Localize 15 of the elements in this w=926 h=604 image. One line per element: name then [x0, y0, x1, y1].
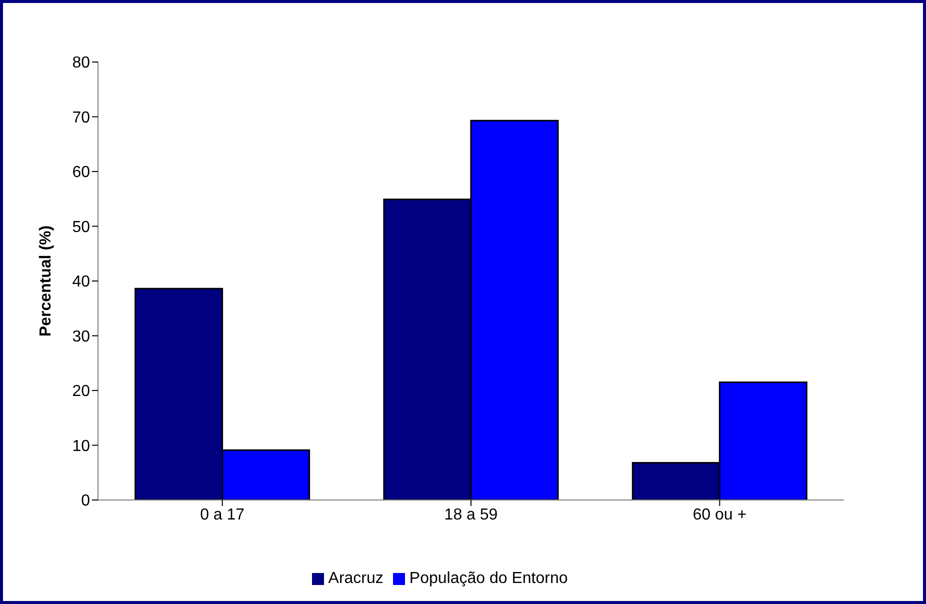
y-tick-label: 70 [72, 109, 90, 126]
x-tick-label: 60 ou + [692, 506, 747, 524]
x-tick-label: 0 a 17 [200, 506, 245, 524]
y-tick-label: 30 [72, 328, 90, 346]
y-tick-label: 20 [72, 383, 90, 400]
y-axis-title: Percentual (%) [38, 225, 55, 337]
y-tick-label: 40 [72, 274, 90, 291]
x-tick-label: 18 a 59 [444, 506, 498, 524]
y-tick-label: 60 [72, 164, 90, 182]
legend-label: População do Entorno [409, 570, 568, 587]
legend-label: Aracruz [328, 570, 384, 587]
y-tick-label: 0 [81, 492, 90, 510]
y-tick-label: 50 [72, 218, 90, 236]
y-tick-label: 80 [72, 54, 90, 72]
y-tick-label: 10 [72, 438, 90, 455]
